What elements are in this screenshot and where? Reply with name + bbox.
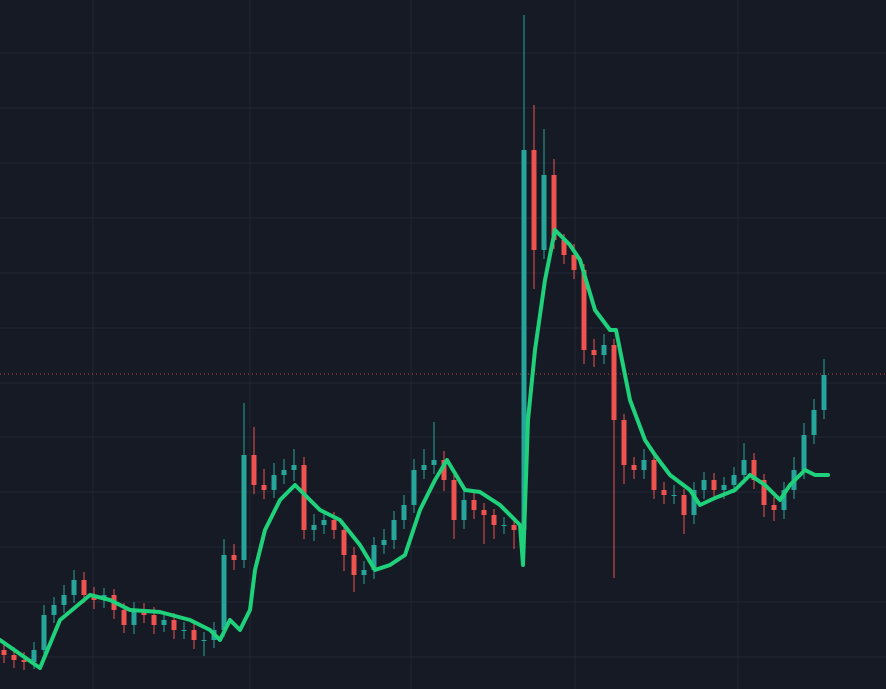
candle-body <box>701 480 707 490</box>
candle-body <box>371 545 377 570</box>
candle-body <box>711 480 717 490</box>
candle-body <box>11 655 17 660</box>
candle-body <box>551 175 557 240</box>
candle-body <box>251 455 257 485</box>
candle-body <box>21 660 27 662</box>
candle-body <box>291 465 297 470</box>
candle-body <box>381 540 387 545</box>
candle-body <box>491 515 497 525</box>
candle-body <box>271 475 277 490</box>
candle-body <box>641 460 647 470</box>
candle-body <box>611 345 617 420</box>
candle-body <box>421 465 427 470</box>
candle-body <box>691 490 697 515</box>
candle-body <box>231 555 237 560</box>
candle-body <box>221 555 227 630</box>
candle-body <box>61 595 67 605</box>
candle-body <box>501 525 507 526</box>
candle-body <box>311 525 317 530</box>
candle-body <box>781 490 787 510</box>
candle-body <box>41 615 47 650</box>
candle-body <box>521 150 527 530</box>
candle-body <box>571 255 577 270</box>
candle-body <box>621 420 627 465</box>
candle-body <box>761 480 767 505</box>
candle-body <box>801 435 807 470</box>
candle-body <box>351 555 357 575</box>
candle-body <box>151 615 157 625</box>
candle-body <box>721 485 727 490</box>
candle-body <box>811 410 817 435</box>
candle-body <box>661 490 667 495</box>
candle-body <box>201 640 207 641</box>
candle-body <box>591 350 597 355</box>
candle-body <box>71 580 77 595</box>
candle-body <box>31 650 37 662</box>
candle-body <box>361 570 367 575</box>
candle-body <box>451 480 457 520</box>
candle-body <box>81 580 87 595</box>
candle-body <box>431 460 437 465</box>
candle-body <box>281 470 287 475</box>
candle-body <box>301 465 307 530</box>
candle-body <box>771 505 777 510</box>
candle-body <box>651 460 657 490</box>
candle-body <box>531 150 537 250</box>
candle-body <box>121 610 127 625</box>
moving-average-line <box>0 228 830 670</box>
candle-body <box>751 460 757 480</box>
candle-body <box>1 650 7 655</box>
candle-body <box>511 525 517 530</box>
candle-body <box>741 460 747 475</box>
candle-body <box>631 465 637 470</box>
candle-body <box>681 495 687 515</box>
candle-body <box>441 460 447 480</box>
candle-body <box>51 605 57 615</box>
candle-body <box>731 475 737 485</box>
candle-body <box>131 610 137 625</box>
candle-body <box>581 270 587 350</box>
candle-body <box>161 620 167 625</box>
candle-body <box>671 495 677 496</box>
candle-body <box>331 520 337 530</box>
candle-body <box>481 510 487 515</box>
candle-body <box>601 345 607 355</box>
candle-body <box>561 240 567 255</box>
candle-body <box>471 500 477 510</box>
candle-body <box>541 175 547 250</box>
candle-body <box>171 620 177 630</box>
candle-body <box>391 520 397 540</box>
candle-body <box>181 630 187 631</box>
candle-body <box>191 630 197 640</box>
candle-body <box>241 455 247 560</box>
candle-body <box>461 500 467 520</box>
candle-body <box>341 530 347 555</box>
candle-body <box>411 470 417 505</box>
candle-body <box>261 485 267 490</box>
candle-body <box>401 505 407 520</box>
candle-body <box>321 520 327 525</box>
candle-body <box>821 375 827 410</box>
